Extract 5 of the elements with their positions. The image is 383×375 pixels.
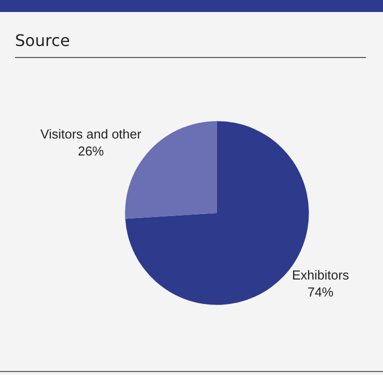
data-label: 74%: [307, 284, 334, 300]
slice-label: Exhibitors: [292, 267, 350, 282]
chart-title: Source: [15, 31, 70, 50]
slice-label: Visitors and other: [40, 126, 142, 142]
data-label: 26%: [78, 144, 104, 159]
